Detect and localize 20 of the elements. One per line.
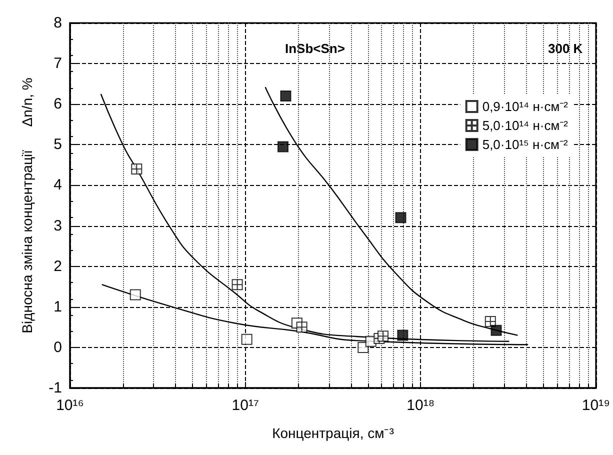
y-tick-label: -1 <box>48 380 62 396</box>
y-tick-label: 5 <box>54 136 62 154</box>
y-tick-label: 3 <box>54 217 62 234</box>
y-tick-label: 0 <box>54 338 62 356</box>
y-tick-label: 6 <box>54 96 62 113</box>
x-axis-title: Концентрація, см⁻³ <box>272 425 394 441</box>
y-tick-label: 2 <box>54 258 62 275</box>
legend-label: 5,0·10¹⁴ н·см⁻² <box>482 118 569 133</box>
y-tick-label: 7 <box>54 55 62 72</box>
y-axis-title: Відносна зміна концентрації Δn/n, % <box>19 78 35 334</box>
y-tick-label: 8 <box>54 14 62 32</box>
x-tick-label: 10¹⁶ <box>56 397 84 414</box>
legend-label: 0,9·10¹⁴ н·см⁻² <box>482 99 569 114</box>
y-tick-label: 4 <box>54 176 62 194</box>
x-tick-label: 10¹⁷ <box>232 397 259 414</box>
legend-label: 5,0·10¹⁵ н·см⁻² <box>482 137 568 152</box>
annotation: InSb<Sn> <box>285 41 346 56</box>
x-tick-label: 10¹⁹ <box>582 397 610 414</box>
x-tick-label: 10¹⁸ <box>406 397 435 414</box>
y-tick-label: 1 <box>54 298 62 316</box>
